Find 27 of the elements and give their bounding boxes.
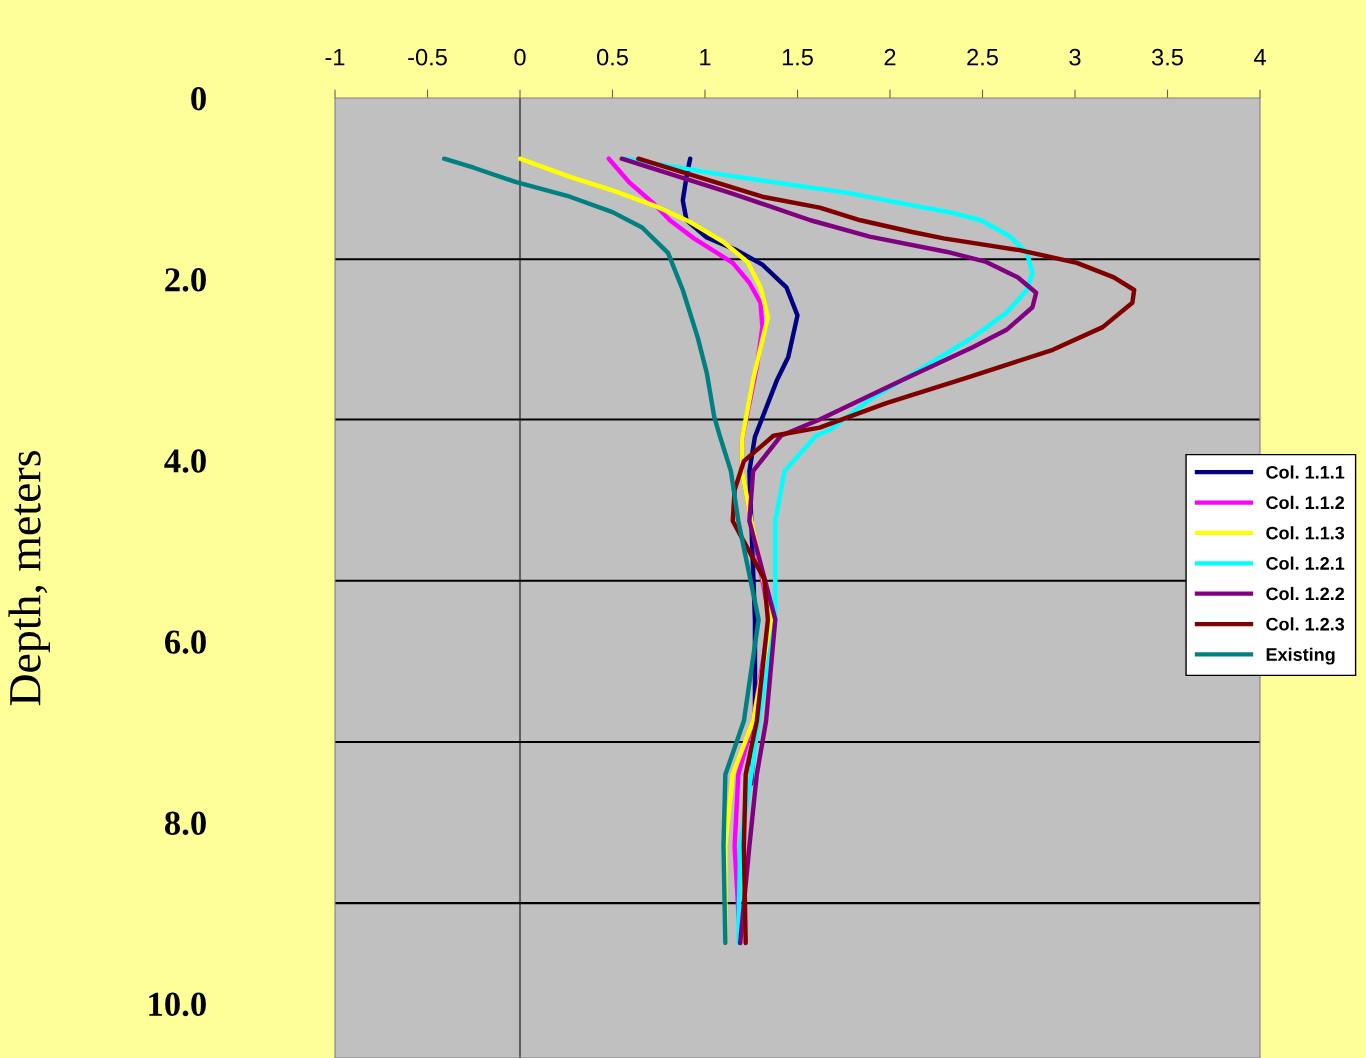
x-tick-label: 1.5 xyxy=(782,49,813,66)
legend-label: Col. 1.2.3 xyxy=(1266,617,1345,631)
legend-label: Existing xyxy=(1266,647,1335,665)
y-tick-label: 10.0 xyxy=(149,992,206,1017)
x-tick-label: 1 xyxy=(700,49,711,66)
x-tick-label: 2.5 xyxy=(967,48,998,66)
y-tick-label: 0 xyxy=(191,86,206,111)
line-series xyxy=(636,156,1137,946)
x-tick-label: 3 xyxy=(1069,48,1081,66)
x-tick-label: -1 xyxy=(325,49,345,66)
x-tick-label: -0.5 xyxy=(408,48,447,66)
y-tick-label: 8.0 xyxy=(164,811,206,836)
x-tick-label: 4 xyxy=(1253,49,1266,66)
legend-label: Col. 1.2.2 xyxy=(1266,586,1345,601)
y-axis-title: Depth, meters xyxy=(8,451,50,706)
x-tick-label: 2 xyxy=(884,48,896,66)
legend-label: Col. 1.1.3 xyxy=(1266,526,1345,540)
x-tick-label: 0 xyxy=(514,48,526,66)
legend-label: Col. 1.1.1 xyxy=(1266,465,1345,479)
y-tick-label: 6.0 xyxy=(165,630,206,654)
legend-label: Col. 1.2.1 xyxy=(1266,556,1345,570)
y-tick-label: 4.0 xyxy=(164,449,206,473)
y-tick-label: 2.0 xyxy=(165,268,206,292)
x-tick-label: 3.5 xyxy=(1151,48,1183,66)
x-tick-label: 0.5 xyxy=(597,48,628,66)
line-series xyxy=(441,156,761,946)
legend-label: Col. 1.1.2 xyxy=(1266,495,1345,510)
